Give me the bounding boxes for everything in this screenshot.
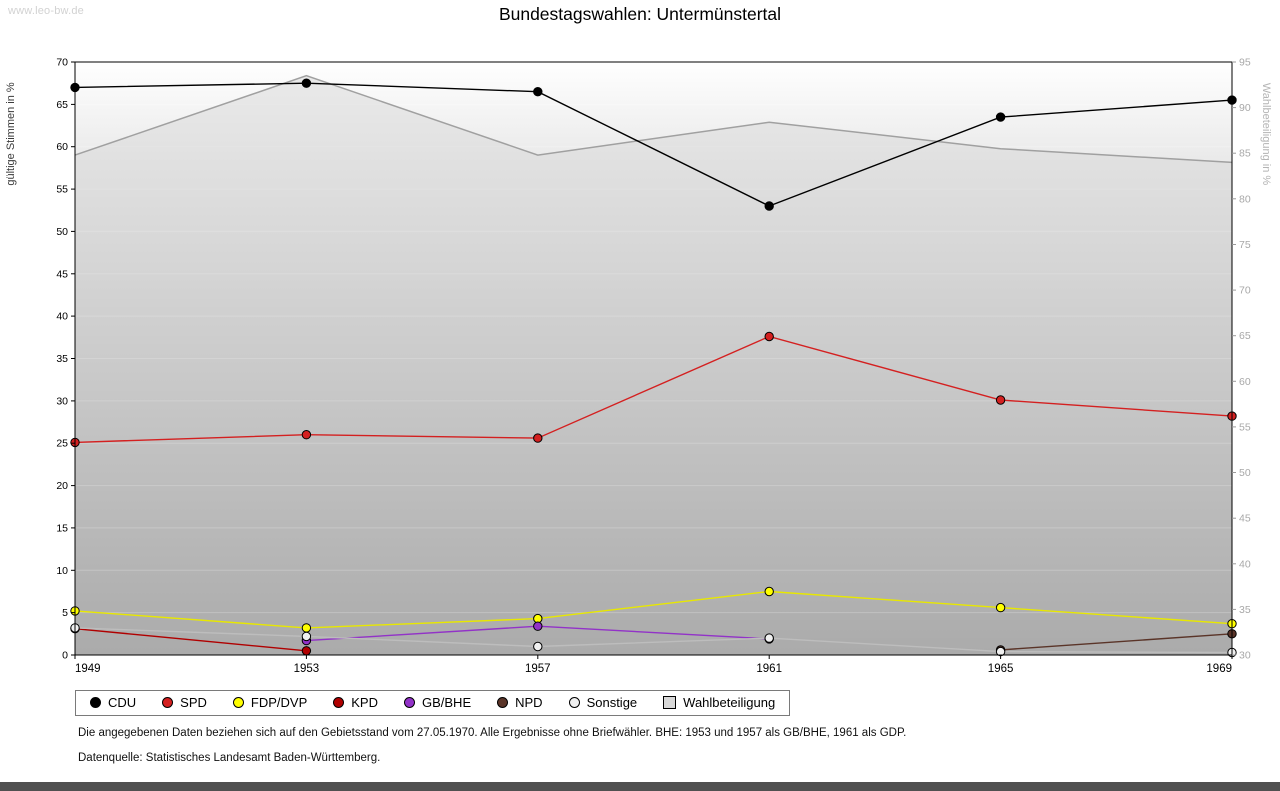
- svg-text:25: 25: [56, 438, 68, 450]
- svg-text:65: 65: [1239, 330, 1251, 342]
- svg-text:45: 45: [1239, 513, 1251, 525]
- svg-text:30: 30: [1239, 650, 1251, 662]
- legend-item-cdu: CDU: [90, 695, 136, 710]
- svg-text:50: 50: [1239, 467, 1251, 479]
- watermark: www.leo-bw.de: [8, 5, 84, 17]
- circle-swatch-icon-sonstige: [568, 697, 580, 708]
- legend-item-fdp-dvp: FDP/DVP: [232, 695, 308, 710]
- svg-text:70: 70: [1239, 285, 1251, 297]
- legend-item-kpd: KPD: [333, 695, 378, 710]
- svg-text:30: 30: [56, 395, 68, 407]
- left-axis-title: gültige Stimmen in %: [5, 82, 17, 186]
- svg-text:1949: 1949: [75, 663, 101, 675]
- legend-item-gb-bhe: GB/BHE: [403, 695, 472, 710]
- legend-label-npd: NPD: [515, 695, 543, 710]
- svg-text:50: 50: [56, 226, 68, 238]
- circle-swatch-icon-npd: [497, 697, 509, 708]
- svg-text:5: 5: [62, 607, 68, 619]
- circle-swatch-icon-fdp-dvp: [232, 697, 244, 708]
- legend: CDU SPD FDP/DVP KPD GB/BHE NPD Sonstige Wahlbet…: [75, 690, 791, 716]
- square-swatch-icon-wahlbeteiligung: [663, 696, 677, 709]
- svg-text:20: 20: [56, 480, 68, 492]
- svg-text:1961: 1961: [756, 663, 782, 675]
- svg-text:70: 70: [56, 57, 68, 69]
- svg-text:40: 40: [1239, 558, 1251, 570]
- circle-swatch-icon-gb-bhe: [403, 697, 415, 708]
- legend-item-spd: SPD: [162, 695, 207, 710]
- svg-text:75: 75: [1239, 239, 1251, 251]
- circle-swatch-icon-cdu: [90, 697, 101, 708]
- svg-text:35: 35: [56, 353, 68, 365]
- svg-text:60: 60: [56, 141, 68, 153]
- election-line-chart: 0 5 10 15 20 25 30 35 40 45 50 55 60 65 70 30 35 40 45 50 55…: [5, 57, 1272, 676]
- circle-swatch-icon-spd: [162, 697, 174, 708]
- legend-label-cdu: CDU: [108, 695, 137, 710]
- svg-text:10: 10: [56, 565, 68, 577]
- legend-item-sonstige: Sonstige: [568, 695, 638, 710]
- svg-text:1965: 1965: [988, 663, 1014, 675]
- svg-text:90: 90: [1239, 102, 1251, 114]
- svg-text:55: 55: [56, 184, 68, 196]
- svg-text:85: 85: [1239, 148, 1251, 160]
- svg-text:45: 45: [56, 268, 68, 280]
- svg-text:15: 15: [56, 522, 68, 534]
- legend-item-npd: NPD: [497, 695, 543, 710]
- svg-text:1957: 1957: [525, 663, 551, 675]
- svg-text:1953: 1953: [294, 663, 320, 675]
- page-title: Bundestagswahlen: Untermünstertal: [498, 4, 782, 24]
- circle-swatch-icon-kpd: [333, 697, 345, 708]
- svg-text:40: 40: [56, 311, 68, 323]
- legend-label-sonstige: Sonstige: [586, 695, 638, 710]
- legend-label-gb-bhe: GB/BHE: [421, 695, 472, 710]
- svg-text:0: 0: [62, 650, 68, 662]
- right-axis-title: Wahlbeteiligung in %: [1260, 83, 1272, 186]
- legend-label-fdp-dvp: FDP/DVP: [250, 695, 308, 710]
- legend-label-spd: SPD: [180, 695, 207, 710]
- bottom-bar: [0, 782, 1280, 791]
- svg-text:55: 55: [1239, 421, 1251, 433]
- legend-label-kpd: KPD: [351, 695, 378, 710]
- svg-text:80: 80: [1239, 193, 1251, 205]
- legend-item-wahlbeteiligung: Wahlbeteiligung: [663, 695, 775, 710]
- legend-label-wahlbeteiligung: Wahlbeteiligung: [683, 695, 776, 710]
- svg-text:1969: 1969: [1206, 663, 1232, 675]
- svg-text:35: 35: [1239, 604, 1251, 616]
- svg-text:95: 95: [1239, 57, 1251, 69]
- footnote-gebietsstand: Die angegebenen Daten beziehen sich auf …: [78, 727, 907, 739]
- svg-text:65: 65: [56, 99, 68, 111]
- svg-text:60: 60: [1239, 376, 1251, 388]
- footnote-datenquelle: Datenquelle: Statistisches Landesamt Bad…: [78, 752, 381, 764]
